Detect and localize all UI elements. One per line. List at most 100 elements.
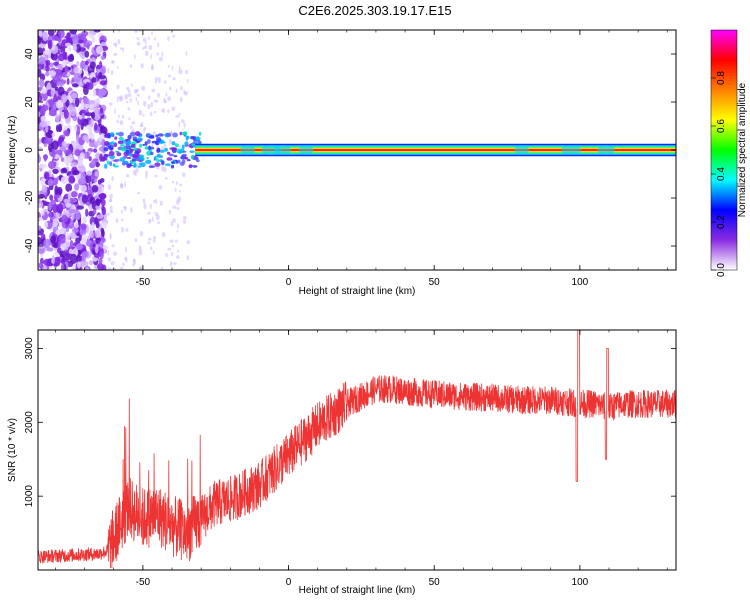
heatmap-cell (85, 81, 90, 88)
heatmap-cell (145, 170, 149, 177)
heatmap-cell (95, 221, 100, 229)
snr-frame (37, 329, 677, 571)
heatmap-cell (92, 209, 97, 215)
heatmap-cell (51, 148, 56, 159)
heatmap-cell (73, 125, 78, 132)
heatmap-cell (118, 114, 120, 119)
heatmap-cell (38, 194, 45, 199)
heatmap-cell (67, 54, 74, 62)
heatmap-cell (86, 235, 91, 240)
heatmap-cell (77, 158, 83, 167)
heatmap-cell (55, 114, 60, 123)
heatmap-cell (154, 162, 161, 167)
heatmap-cell (38, 225, 42, 231)
heatmap-cell (112, 163, 116, 167)
heatmap-cell (72, 169, 80, 176)
heatmap-cell (163, 166, 167, 173)
heatmap-cell (124, 93, 128, 100)
heatmap-cell (135, 166, 139, 173)
heatmap-cell (127, 135, 132, 140)
heatmap-cell (48, 110, 57, 117)
heatmap-cell (134, 53, 136, 60)
heatmap-cell (59, 250, 67, 258)
heatmap-cell (167, 109, 170, 113)
heatmap-cell (148, 165, 156, 168)
heatmap-cell (134, 238, 138, 243)
heatmap-cell (193, 139, 198, 143)
heatmap-cell (157, 221, 160, 225)
heatmap-carrier-blob (514, 145, 530, 155)
heatmap-cell (79, 61, 86, 69)
heatmap-cell (130, 143, 136, 148)
heatmap-cell (136, 41, 141, 46)
heatmap-cell (61, 242, 67, 250)
heatmap-cell (68, 46, 72, 52)
heatmap-cell (154, 76, 158, 82)
heatmap-cell (100, 133, 106, 138)
heatmap-cell (111, 175, 114, 182)
heatmap-cell (96, 64, 102, 70)
heatmap-cell (156, 158, 160, 163)
heatmap-cell (101, 205, 105, 212)
heatmap-cell (87, 100, 96, 105)
heatmap-cell (56, 71, 63, 80)
heatmap-cell (38, 231, 43, 236)
heatmap-cell (154, 212, 159, 216)
heatmap-cell (147, 36, 150, 40)
heatmap-cell (178, 150, 182, 154)
heatmap-cell (91, 160, 96, 166)
heatmap-cell (139, 230, 144, 237)
heatmap-cell (43, 238, 51, 249)
heatmap-y-tick-label: 40 (24, 48, 35, 60)
heatmap-cell (47, 212, 53, 218)
heatmap-cell (171, 161, 176, 164)
heatmap-cell (97, 179, 102, 185)
heatmap-cell (127, 107, 131, 111)
heatmap-cell (171, 251, 174, 257)
heatmap-cell (134, 171, 137, 177)
heatmap-cell (149, 203, 152, 209)
heatmap-cell (75, 213, 81, 221)
heatmap-cell (152, 250, 155, 255)
heatmap-cell (131, 83, 133, 88)
heatmap-cell (128, 117, 131, 121)
heatmap-cell (181, 119, 185, 124)
heatmap-cell (119, 266, 124, 270)
heatmap-cell (42, 265, 48, 270)
heatmap-cell (103, 84, 107, 90)
heatmap-y-tick-label: 0 (24, 147, 35, 153)
heatmap-cell (110, 261, 115, 266)
heatmap-cell (55, 212, 61, 220)
heatmap-cell (171, 65, 174, 71)
heatmap-carrier-blob (561, 145, 582, 155)
heatmap-cell (111, 244, 115, 248)
heatmap-cell (91, 222, 95, 231)
heatmap-cell (38, 163, 47, 169)
colorbar: 0.0 0.2 0.4 0.6 0.8 Normalized spectral ampl… (710, 29, 748, 277)
heatmap-cell (171, 141, 176, 146)
heatmap-cell (161, 108, 164, 112)
heatmap-cell (95, 230, 100, 238)
heatmap-cell (174, 143, 180, 148)
heatmap-cell (113, 251, 117, 256)
heatmap-cell (150, 246, 153, 251)
heatmap-cell (40, 209, 45, 216)
heatmap-cell (186, 78, 189, 83)
heatmap-cell (88, 156, 92, 162)
heatmap-cell (57, 241, 61, 248)
heatmap-cell (132, 153, 138, 159)
heatmap-cell (116, 98, 119, 103)
heatmap-cell (90, 118, 94, 128)
heatmap-cell (171, 147, 178, 151)
heatmap-cell (67, 95, 72, 101)
heatmap-cell (64, 149, 72, 156)
heatmap-cell (108, 198, 113, 202)
heatmap-cell (145, 159, 152, 164)
heatmap-cell (38, 95, 43, 103)
snr-y-ticks: 1000 2000 3000 (24, 337, 676, 507)
heatmap-cell (155, 140, 158, 145)
heatmap-cell (151, 88, 156, 93)
heatmap-cell (138, 249, 143, 256)
heatmap-cell (110, 70, 114, 75)
heatmap-cell (139, 143, 143, 148)
